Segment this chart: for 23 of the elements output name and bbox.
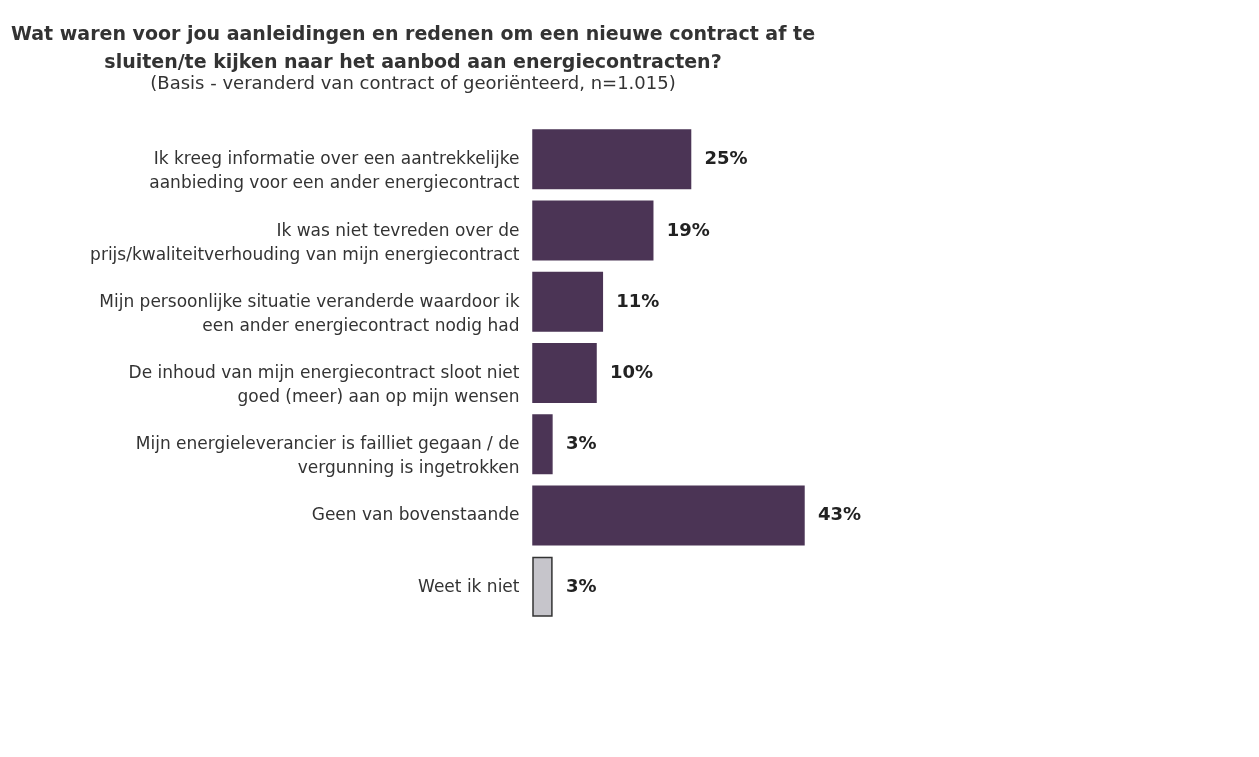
data-label: 3%: [565, 574, 597, 596]
y-tick-label: Ik was niet tevreden over de prijs/kwaliteitverhouding van mijn energiecontract: [90, 219, 520, 264]
data-label: 11%: [616, 289, 660, 311]
y-tick-label: Weet ik niet: [418, 575, 520, 596]
data-label: 19%: [666, 218, 710, 240]
chart-subtitle: (Basis - veranderd van contract of georiënteerd, n=1.015): [150, 72, 676, 93]
bar: [532, 414, 553, 475]
y-tick-label: De inhoud van mijn energiecontract sloot niet goed (meer) aan op mijn wensen: [128, 362, 520, 406]
bar: [532, 129, 692, 190]
data-label: 43%: [817, 503, 862, 525]
data-label: 3%: [565, 432, 597, 454]
y-tick-label: Geen van bovenstaande: [311, 504, 520, 525]
data-label: 10%: [610, 361, 654, 382]
y-tick-label: Ik kreeg informatie over een aantrekkelijke aanbieding voor een ander energiecontract: [149, 148, 520, 193]
bar: [532, 271, 604, 332]
bar: [532, 556, 553, 617]
bar: [532, 485, 805, 546]
data-label: 25%: [704, 147, 748, 169]
chart-title: Wat waren voor jou aanleidingen en redenen om een nieuwe contract af te sluiten/te kijken naar het aanbod aan energiecontracten?: [10, 22, 816, 72]
y-tick-label: Mijn energieleverancier is failliet gegaan / de vergunning is ingetrokken: [135, 433, 520, 478]
bar: [532, 200, 654, 261]
y-tick-label: Mijn persoonlijke situatie veranderde waardoor ik een ander energiecontract nodig had: [99, 290, 520, 335]
bar: [532, 343, 597, 403]
